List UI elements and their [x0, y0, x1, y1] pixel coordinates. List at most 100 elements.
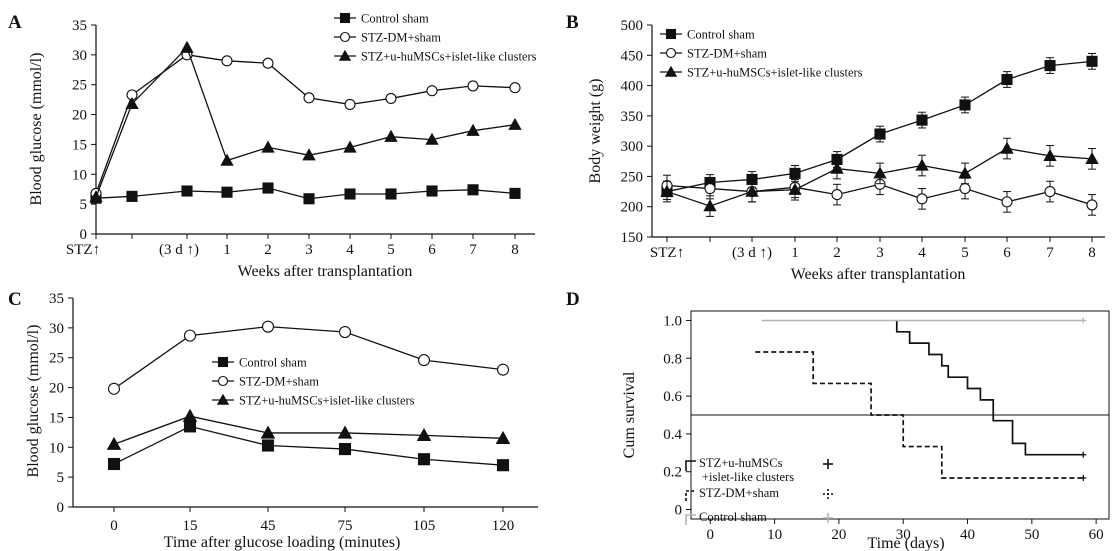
panel-a-ytick-label-0: 0: [80, 227, 88, 243]
panel-a-ytick-label-3: 15: [72, 137, 87, 153]
panel-c-xtick-label-3: 75: [338, 518, 353, 534]
panel-c-series-1-point-5: [496, 363, 510, 376]
panel-a-series-2-point-0: [89, 190, 103, 203]
panel-b-xtick-label-2: (3 d ↑): [732, 245, 772, 261]
panel-b-legend-marker-2: [664, 65, 678, 77]
panel-c-xtick-label-0: 0: [110, 518, 118, 534]
panel-b-series-1-point-4: [831, 189, 843, 201]
panel-c-series-1-point-1: [183, 329, 197, 342]
panel-c-series-2-point-3: [337, 425, 353, 439]
panel-c-series-0-line: [113, 425, 504, 466]
panel-a-series-2-point-7: [384, 129, 398, 142]
panel-a-series-0-point-9: [467, 184, 479, 196]
panel-d-legend-label-0: STZ+u-huMSCs +islet-like clusters: [699, 456, 794, 484]
panel-d-legend-censor-0: [823, 459, 833, 469]
panel-b-legend-marker-0: [665, 28, 677, 40]
panel-d-x-label: Time (days): [867, 535, 944, 551]
panel-a-xtick-label-6: 4: [346, 242, 354, 258]
panel-b-series-0-point-5: [874, 128, 886, 140]
panel-b-series-0-point-7: [959, 99, 971, 111]
panel-b-ytick-label-3: 300: [621, 139, 644, 155]
panel-a-letter: A: [8, 12, 22, 33]
panel-a-series-2-point-10: [508, 117, 522, 130]
panel-b-series-2-point-2: [745, 184, 759, 197]
panel-b-xtick-label-9: 7: [1046, 245, 1054, 261]
panel-b-series-2-point-3: [788, 182, 802, 195]
panel-a-series-1-point-3: [221, 55, 233, 67]
panel-b-xtick-label-10: 8: [1088, 245, 1096, 261]
panel-c-series-0-point-3: [338, 443, 352, 456]
panel-d-xtick-label-2: 20: [831, 527, 846, 543]
panel-c-xtick-label-2: 45: [261, 518, 276, 534]
panel-d-legend-label-2: Control sham: [699, 510, 767, 524]
panel-b-legend-label-1: STZ-DM+sham: [687, 47, 767, 61]
panel-c-ytick-label-6: 30: [49, 321, 64, 337]
panel-c-xtick-label-1: 15: [183, 518, 198, 534]
panel-a-series-0-point-2: [181, 185, 193, 197]
panel-b-series-2-point-10: [1085, 151, 1099, 165]
panel-c-ytick-label-1: 5: [57, 470, 65, 486]
panel-d-series-2-censor-mark: [1080, 317, 1087, 324]
panel-b-series-2-point-9: [1043, 148, 1057, 161]
panel-b-series-0-point-6: [916, 114, 928, 126]
panel-d-xtick-label-1: 10: [767, 527, 782, 543]
panel-b-legend-marker-1: [665, 47, 677, 59]
panel-d-ytick-label-2: 0.4: [663, 427, 682, 443]
panel-b-legend-label-0: Control sham: [687, 28, 755, 42]
panel-b-series-2-point-7: [958, 166, 972, 179]
panel-c-series-0-point-2: [261, 439, 275, 452]
panel-c-series-0-point-1: [183, 420, 197, 433]
panel-d: D Cum survival Time (days) 0 0.2 0.4 0.6 0.8…: [566, 289, 1110, 551]
panel-b-series-2-point-4: [830, 161, 844, 174]
panel-b-xtick-label-4: 2: [833, 245, 841, 261]
panel-b-series-1-point-8: [1001, 196, 1013, 208]
panel-a-series-2-point-5: [302, 148, 316, 161]
panel-c-series-1-line: [113, 326, 504, 390]
panel-a-legend-marker-0: [339, 12, 351, 24]
panel-c-x-label: Time after glucose loading (minutes): [164, 534, 401, 551]
panel-b-series-0-point-9: [1044, 60, 1056, 72]
panel-a-xtick-label-9: 7: [469, 242, 477, 258]
panel-c-ytick-label-4: 20: [49, 381, 64, 397]
panel-a-series-2-point-1: [125, 96, 139, 109]
panel-c-ytick-label-5: 25: [49, 351, 64, 367]
panel-b-xtick-label-6: 4: [918, 245, 926, 261]
panel-a-x-label: Weeks after transplantation: [238, 263, 413, 280]
panel-b-xtick-label-0: STZ↑: [650, 245, 684, 261]
panel-c-series-2-point-4: [416, 427, 432, 441]
panel-d-ytick-label-1: 0.2: [663, 465, 682, 481]
panel-b-series-1-point-1: [704, 182, 716, 195]
panel-b: B Body weight (g) Weeks after transplant…: [566, 12, 1105, 283]
panel-c-series-1-point-4: [417, 354, 431, 367]
panel-b-legend-label-2: STZ+u-huMSCs+islet-like clusters: [687, 66, 863, 80]
panel-a-ytick-label-4: 20: [72, 108, 87, 124]
panel-c-series-2-point-2: [260, 425, 276, 439]
panel-a-series-2-point-3: [220, 153, 234, 166]
panel-a-series-1-point-7: [385, 92, 397, 104]
panel-b-ytick-label-1: 200: [621, 200, 644, 216]
panel-c-letter: C: [8, 289, 22, 310]
panel-b-series-2-point-1: [703, 199, 717, 212]
panel-b-y-label: Body weight (g): [587, 79, 604, 184]
panel-d-xtick-label-3: 30: [896, 527, 911, 543]
panel-a-xtick-label-10: 8: [511, 242, 519, 258]
panel-a-series-1-point-10: [509, 82, 521, 94]
panel-d-legend-symbol-0: [685, 460, 696, 471]
panel-b-xtick-label-3: 1: [791, 245, 799, 261]
panel-b-xtick-label-8: 6: [1003, 245, 1011, 261]
panel-c-series-0-point-5: [496, 459, 510, 472]
panel-b-series-0-point-10: [1086, 55, 1098, 67]
panel-d-legend-censor-2: [823, 513, 833, 523]
panel-b-series-1-point-10: [1086, 199, 1098, 211]
panel-d-legend-symbol-1: [685, 490, 696, 501]
panel-c: C Blood glucose (mmol/l) Time after gluc…: [8, 289, 538, 551]
panel-a-legend-label-1: STZ-DM+sham: [361, 31, 441, 45]
panel-d-letter: D: [566, 289, 580, 310]
panel-c-legend-marker-0: [217, 356, 229, 368]
panel-b-series-2-point-5: [873, 166, 887, 179]
panel-d-xtick-label-4: 40: [960, 527, 975, 543]
panel-b-xtick-label-7: 5: [961, 245, 969, 261]
panel-a-xtick-label-0: STZ↑: [66, 242, 100, 258]
panel-c-series-1-point-0: [107, 382, 121, 395]
panel-a-series-1-point-5: [303, 92, 315, 104]
